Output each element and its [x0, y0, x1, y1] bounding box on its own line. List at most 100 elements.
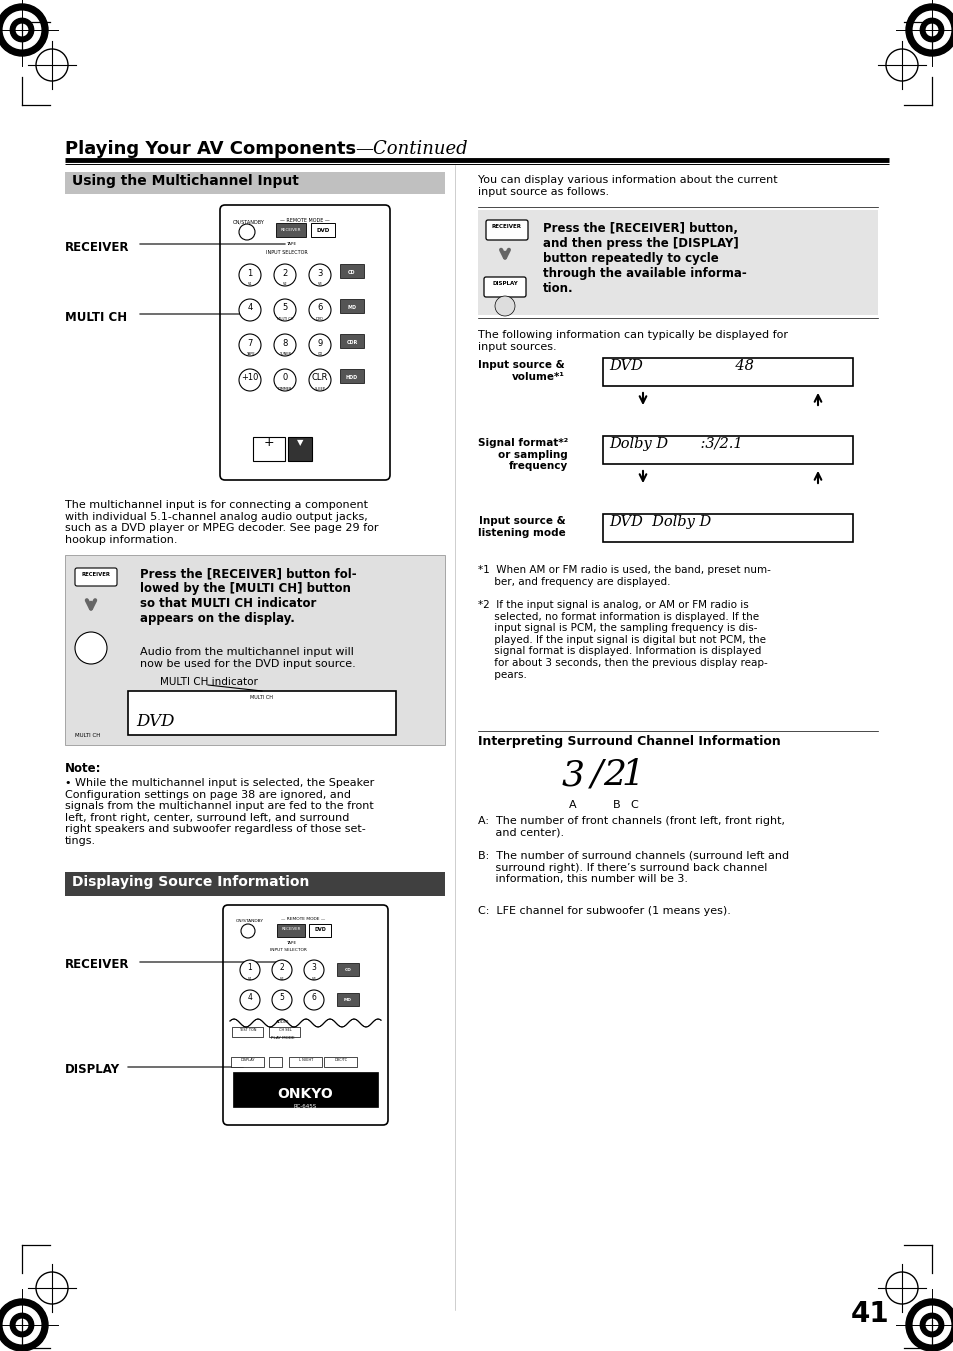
Circle shape: [495, 296, 515, 316]
Text: Audio from the multichannel input will
now be used for the DVD input source.: Audio from the multichannel input will n…: [140, 647, 355, 669]
Text: Interpreting Surround Channel Information: Interpreting Surround Channel Informatio…: [477, 735, 780, 748]
Text: *1  When AM or FM radio is used, the band, preset num-
     ber, and frequency a: *1 When AM or FM radio is used, the band…: [477, 565, 770, 586]
Circle shape: [0, 1300, 48, 1351]
Text: CH SEL: CH SEL: [278, 1028, 291, 1032]
Text: 1: 1: [247, 269, 253, 277]
Text: Input source &
volume*¹: Input source & volume*¹: [477, 359, 564, 381]
Text: The following information can typically be displayed for
input sources.: The following information can typically …: [477, 330, 787, 351]
Text: 2: 2: [282, 269, 287, 277]
Text: TAPE: TAPE: [246, 353, 254, 357]
Circle shape: [239, 224, 254, 240]
FancyBboxPatch shape: [309, 924, 331, 938]
Text: CD: CD: [344, 969, 351, 971]
Text: B:  The number of surround channels (surround left and
     surround right). If : B: The number of surround channels (surr…: [477, 851, 788, 884]
Text: V3: V3: [317, 282, 322, 286]
Text: MULTI CH: MULTI CH: [251, 694, 274, 700]
Text: B: B: [613, 800, 620, 811]
Circle shape: [920, 1313, 943, 1336]
Text: Playing Your AV Components: Playing Your AV Components: [65, 141, 355, 158]
Text: MULTI CH indicator: MULTI CH indicator: [160, 677, 257, 688]
Text: MD: MD: [344, 998, 352, 1002]
Text: DVD: DVD: [136, 713, 174, 730]
Circle shape: [920, 19, 943, 42]
Text: CLR: CLR: [312, 373, 328, 382]
Bar: [65, 871, 444, 896]
FancyBboxPatch shape: [275, 223, 306, 236]
Circle shape: [241, 924, 254, 938]
Text: A:  The number of front channels (front left, front right,
     and center).: A: The number of front channels (front l…: [477, 816, 784, 838]
Text: CD: CD: [317, 353, 322, 357]
Circle shape: [304, 990, 324, 1011]
FancyBboxPatch shape: [324, 1056, 357, 1066]
Circle shape: [3, 1306, 41, 1344]
Text: Dolby D       :3/2.1: Dolby D :3/2.1: [608, 436, 741, 451]
Text: V2: V2: [282, 282, 287, 286]
Circle shape: [309, 334, 331, 357]
Circle shape: [240, 990, 260, 1011]
Text: INPUT SELECTOR: INPUT SELECTOR: [270, 948, 306, 952]
Bar: [65, 555, 444, 744]
Text: CDR: CDR: [346, 340, 357, 345]
Circle shape: [274, 263, 295, 286]
Text: 8: 8: [282, 339, 288, 347]
Circle shape: [309, 263, 331, 286]
Text: RC-645S: RC-645S: [294, 1104, 316, 1109]
Text: Press the [RECEIVER] button,
and then press the [DISPLAY]
button repeatedly to c: Press the [RECEIVER] button, and then pr…: [542, 222, 746, 295]
Bar: [602, 436, 852, 463]
Text: +10: +10: [241, 373, 258, 382]
Circle shape: [912, 11, 950, 49]
Bar: [65, 172, 444, 195]
Text: DVD: DVD: [315, 317, 324, 322]
Text: Signal format*²
or sampling
frequency: Signal format*² or sampling frequency: [477, 438, 568, 471]
FancyBboxPatch shape: [311, 223, 335, 236]
Circle shape: [239, 369, 261, 390]
FancyBboxPatch shape: [269, 1056, 282, 1066]
Text: 2: 2: [279, 963, 284, 973]
Text: — REMOTE MODE —: — REMOTE MODE —: [280, 917, 325, 921]
Text: 3: 3: [561, 758, 584, 792]
Text: *2  If the input signal is analog, or AM or FM radio is
     selected, no format: *2 If the input signal is analog, or AM …: [477, 600, 767, 680]
Text: 9: 9: [317, 339, 322, 347]
Text: 2: 2: [603, 758, 626, 792]
FancyBboxPatch shape: [289, 1056, 322, 1066]
FancyBboxPatch shape: [485, 220, 527, 240]
Text: DIMMER: DIMMER: [277, 386, 292, 390]
Circle shape: [239, 334, 261, 357]
FancyBboxPatch shape: [233, 1027, 263, 1036]
Text: AUDIO: AUDIO: [276, 1020, 290, 1024]
Text: /: /: [590, 758, 602, 792]
FancyBboxPatch shape: [339, 334, 364, 349]
FancyBboxPatch shape: [232, 1056, 264, 1066]
Text: 1: 1: [248, 963, 253, 973]
Text: +: +: [263, 436, 274, 450]
FancyBboxPatch shape: [75, 567, 117, 586]
Circle shape: [10, 1313, 33, 1336]
Text: TAPE: TAPE: [286, 242, 295, 246]
Text: V3: V3: [312, 977, 316, 981]
Text: DISPLAY: DISPLAY: [240, 1058, 255, 1062]
Text: 6: 6: [312, 993, 316, 1002]
FancyBboxPatch shape: [483, 277, 525, 297]
Text: MULTI CH: MULTI CH: [75, 734, 100, 738]
Text: Using the Multichannel Input: Using the Multichannel Input: [71, 174, 298, 188]
Text: V1: V1: [248, 977, 252, 981]
Text: RECEIVER: RECEIVER: [65, 958, 130, 971]
Text: ONKYO: ONKYO: [276, 1088, 333, 1101]
FancyBboxPatch shape: [336, 993, 358, 1006]
Circle shape: [239, 299, 261, 322]
Circle shape: [274, 299, 295, 322]
Circle shape: [16, 1320, 28, 1331]
Text: RECEIVER: RECEIVER: [281, 927, 300, 931]
Text: MULTI CH: MULTI CH: [65, 311, 127, 324]
Text: MD: MD: [347, 305, 356, 309]
Circle shape: [239, 263, 261, 286]
Circle shape: [274, 369, 295, 390]
Text: C:  LFE channel for subwoofer (1 means yes).: C: LFE channel for subwoofer (1 means ye…: [477, 907, 730, 916]
Text: DISPLAY: DISPLAY: [492, 281, 517, 286]
FancyBboxPatch shape: [288, 436, 312, 461]
Circle shape: [16, 24, 28, 35]
Text: HDD: HDD: [346, 376, 357, 380]
Text: SLEEP: SLEEP: [314, 386, 325, 390]
FancyBboxPatch shape: [339, 263, 364, 278]
Text: 3: 3: [312, 963, 316, 973]
